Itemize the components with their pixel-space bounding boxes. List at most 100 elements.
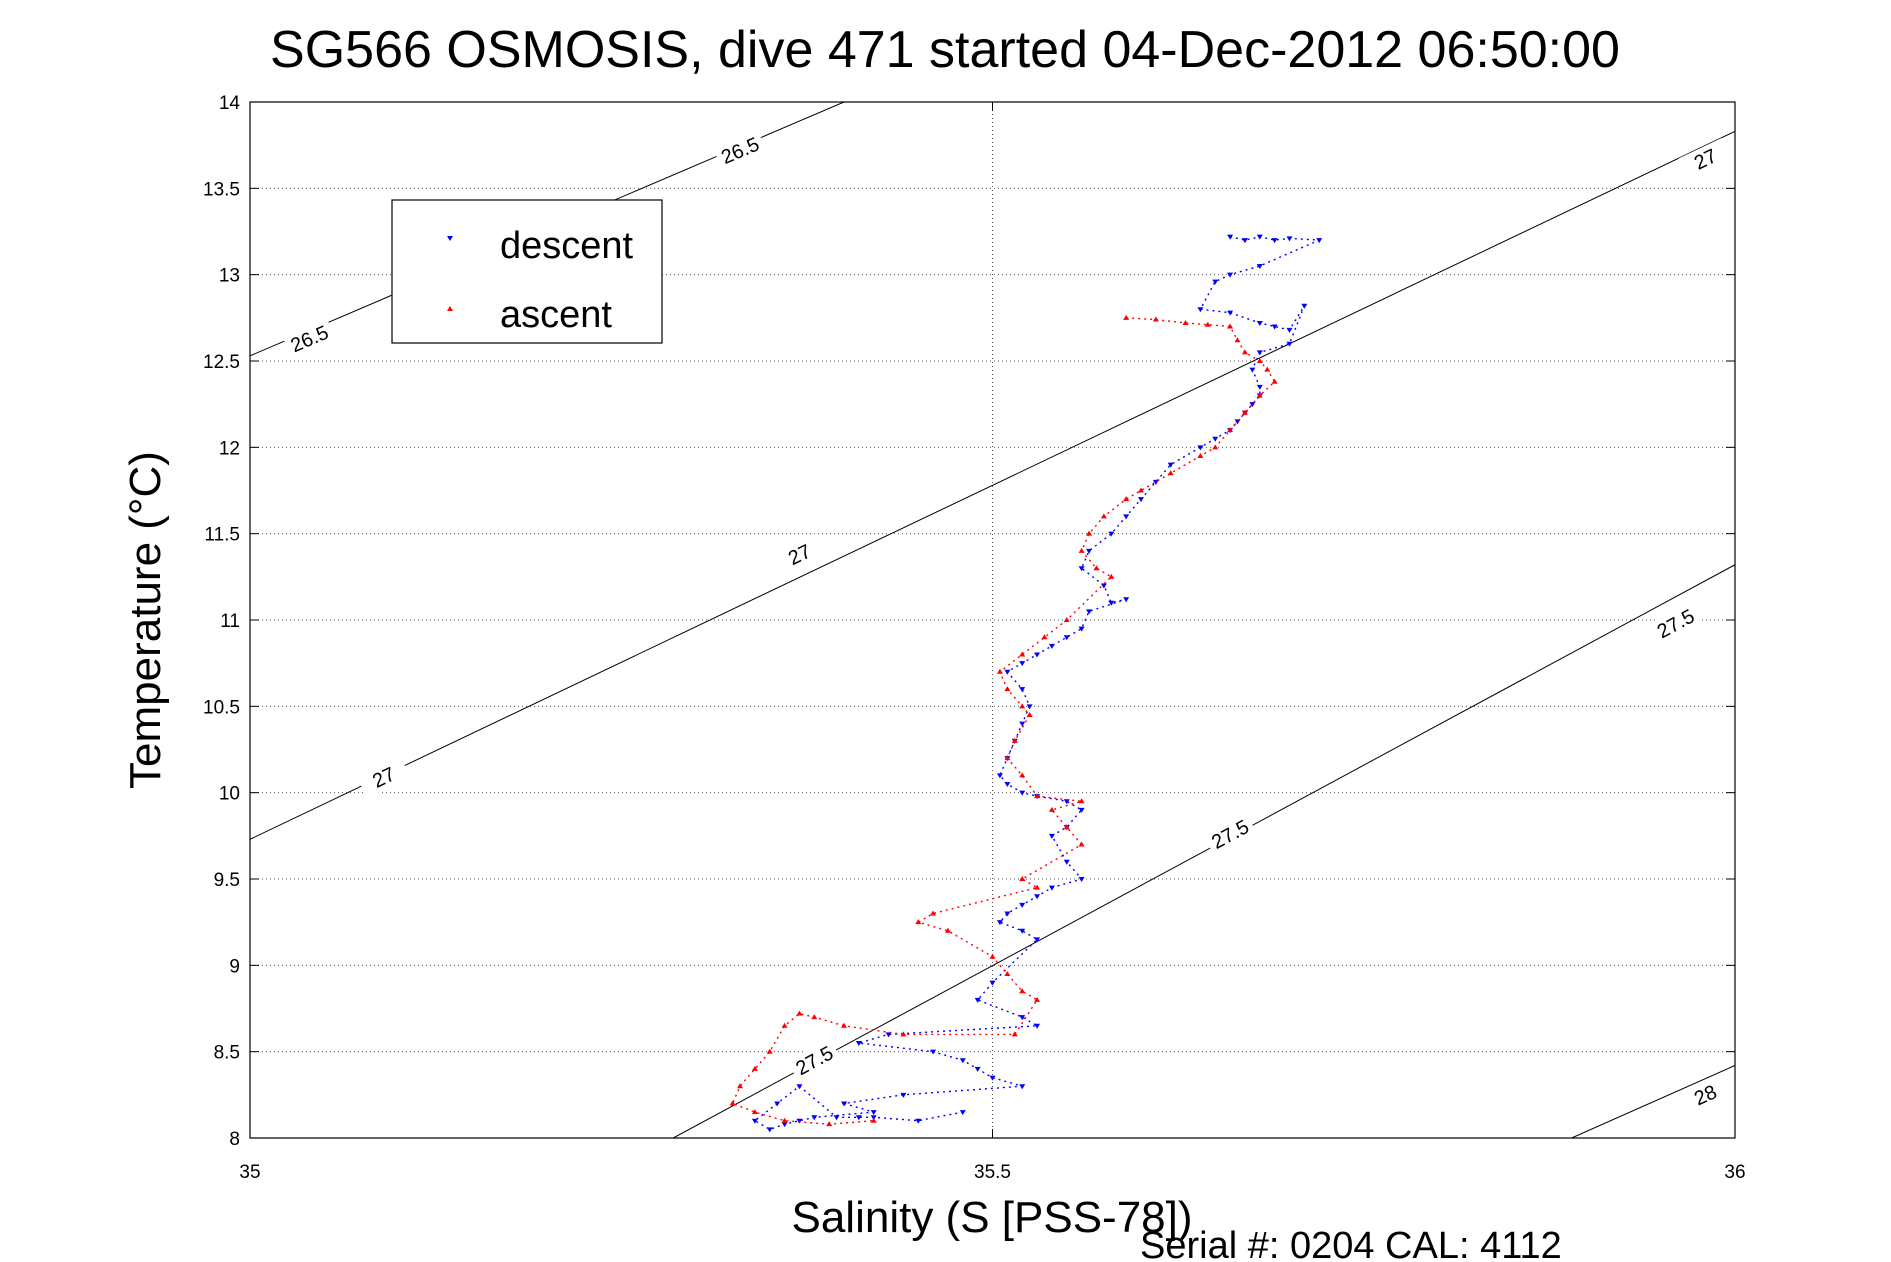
ascent-point [1011, 1031, 1018, 1037]
ascent-point [737, 1083, 744, 1089]
descent-point [1138, 497, 1144, 503]
legend: descent ascent [391, 199, 663, 344]
ascent-point [1227, 323, 1234, 329]
contour-label-bg [1678, 137, 1733, 181]
ascent-point [1063, 824, 1070, 830]
ascent-point [781, 1117, 788, 1123]
y-tick-label: 9 [229, 956, 240, 977]
ascent-point [1078, 798, 1085, 804]
ascent-point [729, 1100, 736, 1106]
y-tick-label: 14 [219, 93, 241, 114]
ascent-point [1123, 314, 1130, 320]
ascent-point [1048, 806, 1055, 812]
series-descent [751, 234, 1323, 1133]
y-tick-label: 10 [219, 784, 240, 805]
descent-point [1271, 324, 1278, 330]
contour-line [672, 564, 1735, 1138]
ascent-point [930, 910, 937, 916]
descent-point [1256, 264, 1263, 270]
descent-point [1212, 279, 1219, 285]
descent-point [1063, 859, 1070, 865]
y-tick-label: 11.5 [204, 525, 240, 546]
y-axis-label: Temperature (°C) [121, 451, 170, 789]
ascent-point [1123, 496, 1130, 502]
descent-point [1241, 238, 1248, 244]
series-ascent [729, 314, 1278, 1127]
y-axis-ticks: 8 8.5 9 9.5 10 10.5 11 11.5 12 12.5 13 13.5 14 [203, 93, 1735, 1150]
descent-point [996, 773, 1003, 779]
descent-point [1063, 799, 1070, 805]
ascent-point [944, 927, 951, 933]
y-tick-label: 11 [220, 611, 240, 632]
data-series [729, 234, 1323, 1133]
contour-label-bg [1203, 812, 1257, 857]
x-tick-label: 36 [1724, 1162, 1745, 1183]
ascent-point [1271, 378, 1278, 384]
x-axis-ticks: 35 35.5 36 [239, 102, 1746, 1183]
contour-label-bg [713, 129, 767, 171]
serial-cal-text: Serial #: 0204 CAL: 4112 [1140, 1225, 1562, 1262]
descent-point [1048, 833, 1055, 839]
contour-label: 26.5 [288, 322, 332, 358]
legend-descent-marker [447, 236, 453, 241]
ascent-point [1019, 703, 1026, 709]
descent-point [1167, 462, 1174, 468]
grid [250, 102, 1735, 1138]
ascent-point [766, 1048, 773, 1054]
ascent-point [1241, 409, 1248, 415]
legend-ascent-label: ascent [500, 294, 612, 336]
y-tick-label: 8.5 [214, 1043, 240, 1064]
ascent-point [1034, 996, 1041, 1002]
descent-point [1197, 307, 1204, 313]
descent-point [900, 1092, 907, 1098]
contour-label-bg [787, 1038, 842, 1083]
x-tick-label: 35 [239, 1162, 260, 1183]
descent-point [1227, 310, 1234, 316]
contour-line [250, 130, 1735, 840]
ascent-point [1019, 651, 1026, 657]
descent-point [989, 1075, 996, 1081]
descent-point [1078, 566, 1085, 572]
descent-point [1063, 635, 1070, 641]
ascent-point [1004, 970, 1011, 976]
descent-point [1019, 1015, 1026, 1021]
legend-ascent-marker [447, 306, 453, 311]
descent-point [1034, 652, 1041, 658]
ascent-point [796, 1010, 803, 1016]
descent-point [974, 997, 981, 1003]
ascent-point [1011, 737, 1018, 743]
descent-point [1019, 687, 1026, 693]
descent-point [1034, 1023, 1041, 1029]
descent-point [1004, 911, 1011, 917]
contour-label-bg [1648, 601, 1703, 646]
y-tick-label: 8 [229, 1129, 240, 1150]
legend-box [391, 199, 663, 344]
descent-point [996, 920, 1003, 926]
ascent-point [781, 1022, 788, 1028]
ascent-point [1063, 617, 1070, 622]
ascent-point [1138, 487, 1144, 493]
descent-point [841, 1101, 847, 1107]
ascent-point [1108, 573, 1115, 579]
descent-point [915, 1118, 922, 1124]
ascent-point [1034, 884, 1041, 890]
ascent-point [900, 1031, 907, 1037]
ascent-point [1078, 547, 1085, 553]
ascent-point [1152, 316, 1159, 322]
ascent-point [1086, 530, 1093, 536]
ascent-point [915, 919, 922, 925]
descent-point [1019, 928, 1026, 934]
descent-point [855, 1115, 862, 1121]
y-tick-label: 12 [219, 438, 240, 459]
y-tick-label: 12.5 [203, 352, 240, 373]
chart-title: SG566 OSMOSIS, dive 471 started 04-Dec-2… [270, 21, 1620, 79]
ascent-point [751, 1109, 758, 1115]
ascent-point [1019, 988, 1026, 994]
descent-point [1286, 341, 1293, 347]
descent-point [751, 1118, 758, 1124]
descent-point [1078, 807, 1085, 813]
x-tick-label: 35.5 [974, 1162, 1011, 1183]
y-tick-label: 13.5 [203, 179, 240, 200]
contour-label: 26.5 [718, 134, 762, 170]
